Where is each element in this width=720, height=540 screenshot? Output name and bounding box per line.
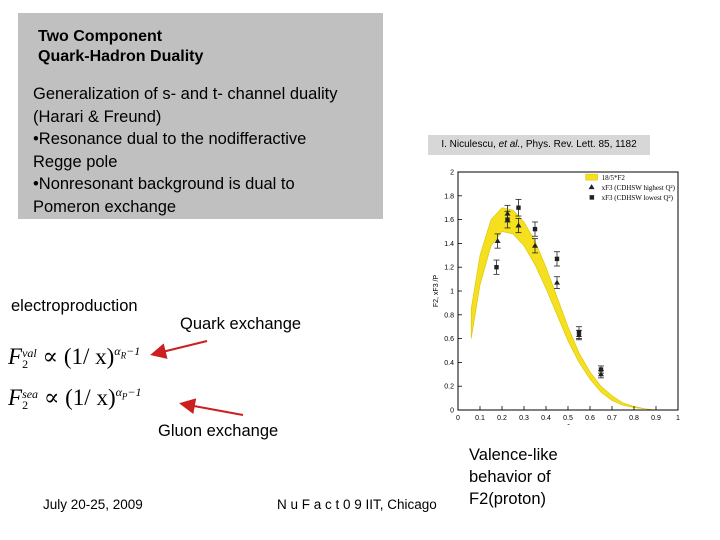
y-tick-label: 0.8 [444, 312, 454, 319]
body-line: (Harari & Freund) [33, 107, 162, 126]
legend-marker-triangle [588, 184, 595, 190]
gluon-exchange-label: Gluon exchange [158, 422, 279, 440]
x-tick-label: 0.9 [651, 415, 661, 422]
body-line: •Resonance dual to the nodifferactive [33, 130, 307, 148]
y-tick-label: 1.8 [444, 193, 454, 200]
summary-panel [18, 13, 383, 219]
footer-date: July 20-25, 2009 [43, 497, 143, 512]
structure-function-chart: 0 0.1 0.2 0.3 0.4 0.5 0.6 0.7 0.8 0.9 1 0 0.2 0.4 0.6 0… [433, 170, 680, 426]
body-line: •Nonresonant background is dual to [33, 175, 295, 193]
formula-body: (1/ x) [65, 385, 116, 410]
x-tick-label: 0.6 [585, 415, 595, 422]
quark-exchange-label: Quark exchange [180, 315, 302, 333]
formula-sub: 2 [22, 397, 29, 412]
electroproduction-label: electroproduction [11, 297, 138, 315]
formula-sup: val [22, 345, 37, 360]
formula-sub: 2 [22, 356, 29, 371]
formula-exp-sub: P [121, 391, 128, 402]
reference-citation: I. Niculescu, et al., Phys. Rev. Lett. 8… [428, 135, 650, 155]
x-tick-label: 0.2 [497, 415, 507, 422]
legend-label: 18/5*F2 [602, 174, 626, 182]
formula-exp-sub: R [120, 350, 127, 361]
data-point-triangle [515, 222, 522, 228]
formula-symbol: F [8, 344, 23, 369]
formula-sup: sea [22, 386, 39, 401]
data-point-square [554, 256, 560, 262]
valence-note: Valence-like behavior of F2(proton) [469, 444, 558, 510]
y-tick-label: 1.2 [444, 265, 454, 272]
x-tick-label: 1 [676, 415, 680, 422]
y-tick-label: 1.4 [444, 241, 454, 248]
formula-exp-tail: −1 [127, 385, 142, 400]
formula-exp-tail: −1 [126, 344, 141, 359]
y-tick-label: 0.4 [444, 360, 454, 367]
ref-journal: , Phys. Rev. Lett. 85, 1182 [520, 139, 637, 150]
ref-author: I. Niculescu, [441, 139, 499, 150]
gluon-arrow [179, 398, 244, 416]
x-tick-label: 0.4 [541, 415, 551, 422]
formula-relation: ∝ [43, 385, 60, 410]
formula-symbol: F [8, 385, 23, 410]
x-tick-label: 0 [456, 415, 460, 422]
x-tick-label: 0.1 [475, 415, 485, 422]
y-axis-label: F2, xF3 /P [433, 275, 440, 308]
data-point-square [576, 330, 582, 335]
legend-marker-square [589, 195, 595, 200]
legend-label: xF3 (CDHSW lowest Q²) [602, 194, 674, 202]
body-line: Regge pole [33, 152, 118, 171]
valence-line: Valence-like [469, 446, 558, 464]
formula-relation: ∝ [42, 344, 59, 369]
data-point-square [505, 217, 510, 222]
x-tick-label: 0.8 [629, 415, 639, 422]
body-line: Generalization of s- and t- channel dual… [33, 85, 338, 103]
ref-etal: et al. [498, 139, 521, 150]
body-text: Generalization of s- and t- channel dual… [33, 83, 378, 218]
data-point-triangle [494, 238, 501, 244]
slide-title: Two Component Quark-Hadron Duality [38, 27, 203, 67]
y-tick-label: 0 [450, 408, 454, 415]
y-tick-label: 0.2 [444, 384, 454, 391]
legend-label: xF3 (CDHSW highest Q²) [602, 184, 676, 192]
formula-exp: α [115, 385, 122, 400]
data-point-square [494, 265, 499, 270]
valence-line: behavior of [469, 468, 551, 486]
data-point-square [532, 226, 538, 232]
y-tick-label: 2 [450, 170, 454, 177]
formula-body: (1/ x) [63, 344, 115, 369]
valence-line: F2(proton) [469, 490, 547, 508]
body-line: Pomeron exchange [33, 197, 177, 216]
title-line-2: Quark-Hadron Duality [38, 48, 204, 65]
x-tick-label: 0.7 [607, 415, 617, 422]
footer-venue: N u F a c t 0 9 IIT, Chicago [277, 497, 437, 512]
x-axis-label: ξ [566, 423, 570, 425]
title-line-1: Two Component [38, 28, 163, 45]
data-point-triangle [598, 371, 604, 377]
x-tick-label: 0.3 [519, 415, 529, 422]
y-tick-label: 0.6 [444, 336, 454, 343]
data-point-triangle [532, 242, 538, 248]
data-point-square [598, 367, 604, 372]
quark-arrow [150, 340, 208, 359]
data-point-square [516, 205, 521, 210]
legend-swatch-band [585, 173, 598, 181]
y-tick-label: 1.6 [444, 217, 454, 224]
data-point-triangle [554, 279, 560, 285]
y-tick-label: 1 [450, 289, 454, 296]
x-tick-label: 0.5 [563, 415, 573, 422]
formula-exp: α [114, 344, 121, 359]
